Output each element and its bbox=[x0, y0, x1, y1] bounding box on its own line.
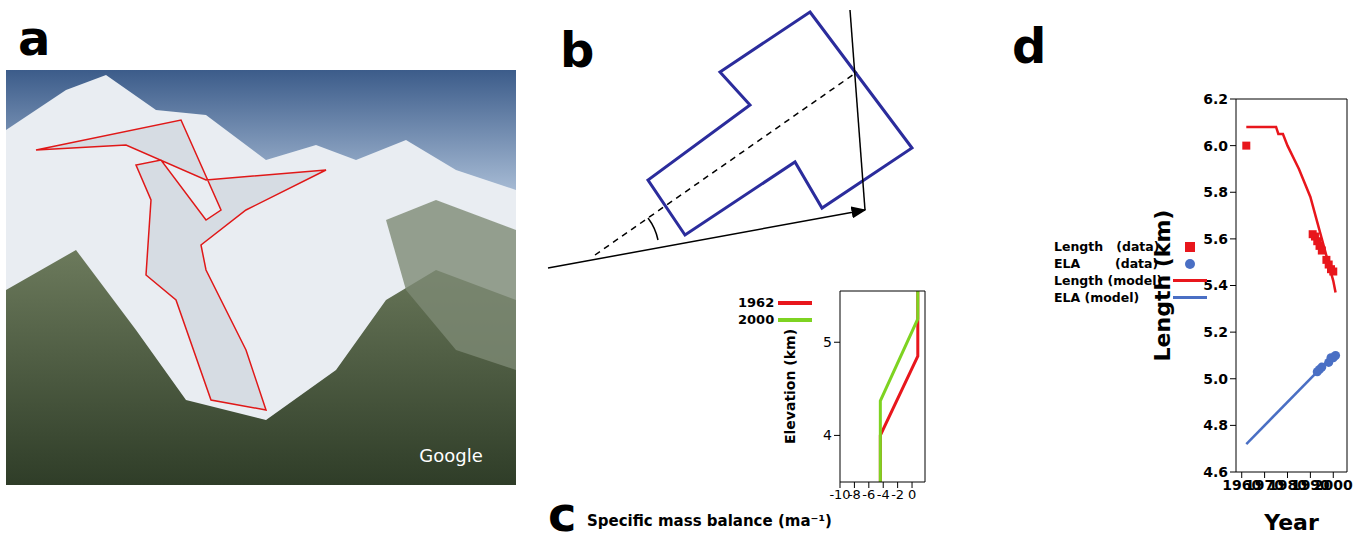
html-text:b: b bbox=[560, 22, 595, 78]
svg-text:1970: 1970 bbox=[1245, 476, 1285, 493]
svg-text:5: 5 bbox=[823, 334, 832, 350]
html-text:c: c bbox=[548, 486, 577, 542]
html-text:ELA (data): ELA (data) bbox=[1054, 256, 1159, 271]
svg-text:5.6: 5.6 bbox=[1203, 231, 1228, 247]
svg-text:Length (km): Length (km) bbox=[1150, 210, 1175, 362]
svg-text:1990: 1990 bbox=[1290, 476, 1330, 493]
svg-text:-8: -8 bbox=[848, 487, 861, 502]
svg-text:5.8: 5.8 bbox=[1203, 184, 1228, 200]
svg-text:-2: -2 bbox=[891, 487, 904, 502]
svg-text:6.0: 6.0 bbox=[1203, 138, 1228, 154]
html-text:Length (data): Length (data) bbox=[1054, 239, 1160, 254]
svg-text:6.2: 6.2 bbox=[1203, 91, 1228, 107]
svg-text:4.6: 4.6 bbox=[1203, 464, 1228, 480]
svg-text:5.4: 5.4 bbox=[1203, 277, 1228, 293]
html-text:d: d bbox=[1012, 18, 1047, 74]
svg-text:Year: Year bbox=[1263, 510, 1319, 534]
svg-text:5.2: 5.2 bbox=[1203, 324, 1228, 340]
svg-text:2000: 2000 bbox=[1314, 477, 1353, 493]
svg-text:4.8: 4.8 bbox=[1203, 417, 1228, 433]
html-text:ELA (model): ELA (model) bbox=[1054, 290, 1140, 305]
svg-text:1960: 1960 bbox=[1222, 476, 1262, 493]
svg-text:Elevation (km): Elevation (km) bbox=[782, 329, 798, 444]
svg-text:-10: -10 bbox=[829, 487, 851, 503]
svg-text:0: 0 bbox=[908, 487, 916, 502]
html-text:a: a bbox=[18, 10, 51, 66]
html-text:2000: 2000 bbox=[738, 312, 775, 327]
html-text:Specific mass balance (ma⁻¹): Specific mass balance (ma⁻¹) bbox=[587, 512, 832, 530]
svg-text:Google: Google bbox=[419, 445, 482, 466]
svg-text:-4: -4 bbox=[877, 487, 890, 502]
svg-text:-6: -6 bbox=[862, 487, 875, 502]
svg-text:5.0: 5.0 bbox=[1203, 371, 1228, 387]
html-text:1962: 1962 bbox=[738, 295, 775, 310]
svg-text:1980: 1980 bbox=[1268, 476, 1307, 493]
html-text:Length (model): Length (model) bbox=[1054, 273, 1163, 288]
svg-text:4: 4 bbox=[823, 427, 832, 443]
